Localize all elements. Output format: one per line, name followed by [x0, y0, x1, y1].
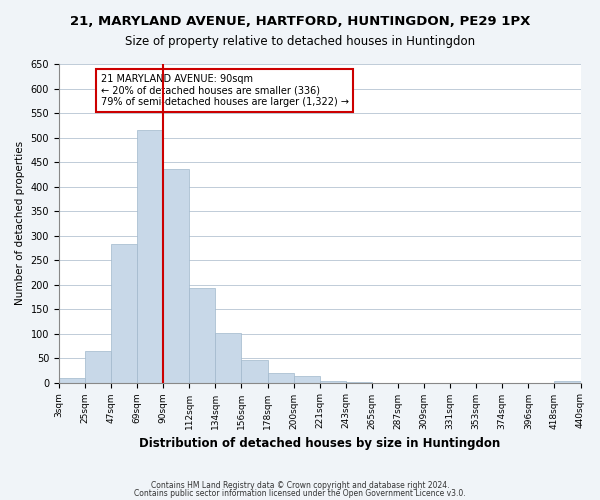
- Bar: [554, 381, 581, 382]
- Bar: [85, 350, 111, 382]
- Text: Contains public sector information licensed under the Open Government Licence v3: Contains public sector information licen…: [134, 488, 466, 498]
- Text: 21, MARYLAND AVENUE, HARTFORD, HUNTINGDON, PE29 1PX: 21, MARYLAND AVENUE, HARTFORD, HUNTINGDO…: [70, 15, 530, 28]
- Text: Size of property relative to detached houses in Huntingdon: Size of property relative to detached ho…: [125, 35, 475, 48]
- Bar: [320, 381, 346, 382]
- Text: Contains HM Land Registry data © Crown copyright and database right 2024.: Contains HM Land Registry data © Crown c…: [151, 481, 449, 490]
- Bar: [241, 360, 268, 382]
- Bar: [163, 170, 190, 382]
- Bar: [111, 244, 137, 382]
- Y-axis label: Number of detached properties: Number of detached properties: [15, 141, 25, 306]
- Bar: [293, 376, 320, 382]
- Bar: [190, 288, 215, 382]
- X-axis label: Distribution of detached houses by size in Huntingdon: Distribution of detached houses by size …: [139, 437, 500, 450]
- Bar: [268, 373, 293, 382]
- Bar: [59, 378, 85, 382]
- Bar: [215, 332, 241, 382]
- Text: 21 MARYLAND AVENUE: 90sqm
← 20% of detached houses are smaller (336)
79% of semi: 21 MARYLAND AVENUE: 90sqm ← 20% of detac…: [101, 74, 349, 107]
- Bar: [137, 130, 163, 382]
